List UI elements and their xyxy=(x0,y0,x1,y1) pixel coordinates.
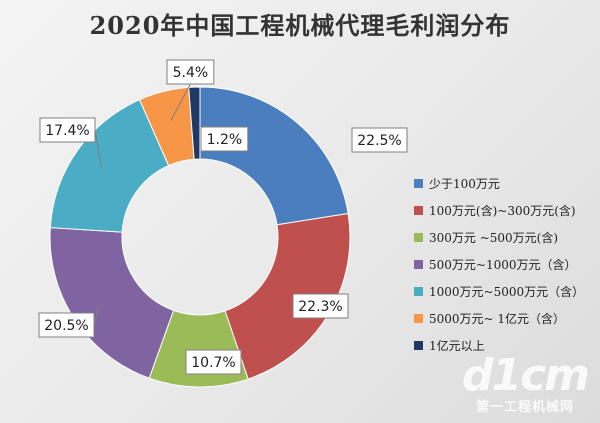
legend-swatch xyxy=(414,260,423,269)
slice-lt-100w xyxy=(199,86,349,226)
slice-500w-1000w xyxy=(49,227,175,379)
watermark: d1cm 第一工程机械网 xyxy=(461,350,590,416)
leader-line xyxy=(94,129,103,169)
legend-label: 1亿元以上 xyxy=(429,339,485,353)
legend-swatch xyxy=(414,341,423,350)
legend-swatch xyxy=(414,206,423,215)
data-label-box xyxy=(38,312,95,338)
legend-label: 500万元~1000万元（含） xyxy=(429,258,577,272)
legend-label: 5000万元~ 1亿元（含） xyxy=(429,312,566,326)
data-label-5000w-1yi: 5.4% xyxy=(173,65,209,81)
legend-swatch xyxy=(414,287,423,296)
leader-line xyxy=(93,302,101,326)
legend-item-300w-500w: 300万元 ~500万元(含) xyxy=(414,224,584,251)
data-label-1000w-5000w: 17.4% xyxy=(45,123,89,139)
slice-gt-1yi xyxy=(188,86,201,160)
watermark-text: 第一工程机械网 xyxy=(475,400,574,415)
data-label-box xyxy=(185,349,242,375)
legend-item-gt-1yi: 1亿元以上 xyxy=(414,332,584,359)
data-label-gt-1yi: 1.2% xyxy=(207,132,243,148)
data-label-box xyxy=(166,59,215,85)
slice-100w-300w xyxy=(224,212,351,380)
legend-swatch xyxy=(414,233,423,242)
data-label-500w-1000w: 20.5% xyxy=(44,318,88,334)
watermark-logo: d1cm xyxy=(461,350,590,401)
legend-label: 300万元 ~500万元(含) xyxy=(429,231,559,245)
legend-label: 少于100万元 xyxy=(429,177,500,191)
legend-label: 100万元(含)~300万元(含) xyxy=(429,204,576,218)
legend-item-lt-100w: 少于100万元 xyxy=(414,170,584,197)
legend: 少于100万元 100万元(含)~300万元(含) 300万元 ~500万元(含) 5… xyxy=(414,170,584,359)
legend-swatch xyxy=(414,314,423,323)
legend-item-5000w-1yi: 5000万元~ 1亿元（含） xyxy=(414,305,584,332)
legend-item-1000w-5000w: 1000万元~5000万元（含） xyxy=(414,278,584,305)
data-label-lt-100w: 22.5% xyxy=(357,133,401,149)
legend-swatch xyxy=(414,179,423,188)
legend-item-500w-1000w: 500万元~1000万元（含） xyxy=(414,251,584,278)
data-label-box xyxy=(351,127,408,153)
data-label-300w-500w: 10.7% xyxy=(191,355,235,371)
slice-1000w-5000w xyxy=(49,99,170,233)
legend-label: 1000万元~5000万元（含） xyxy=(429,285,585,299)
data-label-100w-300w: 22.3% xyxy=(298,299,342,315)
chart-title: 2020年中国工程机械代理毛利润分布 xyxy=(89,11,511,40)
data-label-box xyxy=(200,126,249,152)
data-label-box xyxy=(39,117,96,143)
data-label-box xyxy=(292,293,349,319)
legend-item-100w-300w: 100万元(含)~300万元(含) xyxy=(414,197,584,224)
leader-line xyxy=(170,83,191,121)
